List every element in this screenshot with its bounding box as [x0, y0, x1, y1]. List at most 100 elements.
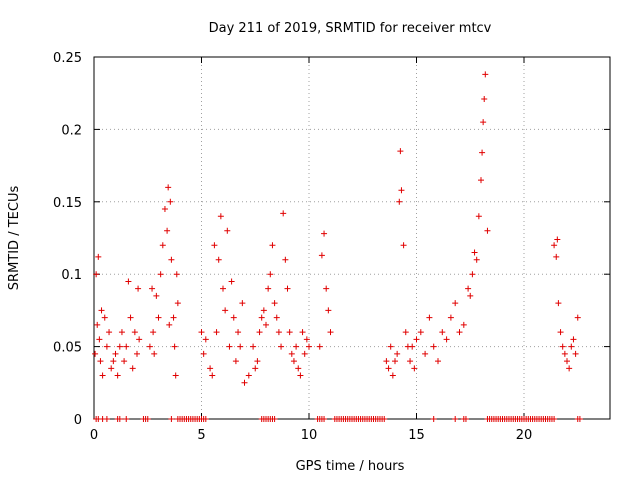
- data-point: [254, 358, 261, 365]
- x-axis: 0 5 10 15 20: [90, 57, 532, 443]
- data-point: [564, 358, 570, 365]
- data-point: [478, 177, 484, 184]
- zero-data-point: [430, 416, 437, 422]
- data-point: [173, 271, 180, 278]
- data-point: [439, 329, 446, 336]
- data-point: [301, 350, 308, 357]
- data-point: [572, 350, 579, 357]
- data-point: [172, 372, 179, 379]
- x-tick-label: 20: [516, 428, 533, 443]
- data-point: [400, 242, 407, 249]
- data-point: [108, 365, 115, 372]
- data-point: [167, 198, 174, 205]
- data-point: [396, 198, 403, 205]
- data-point: [217, 213, 224, 220]
- data-point: [118, 329, 125, 336]
- data-point: [250, 343, 257, 350]
- data-point: [96, 336, 103, 343]
- data-point: [385, 365, 392, 372]
- data-point: [479, 149, 486, 156]
- data-point: [280, 210, 287, 217]
- data-point: [159, 242, 166, 249]
- zero-data-point: [462, 416, 469, 422]
- data-point: [207, 365, 214, 372]
- data-point: [127, 314, 134, 321]
- data-point: [232, 358, 239, 365]
- data-point: [92, 350, 99, 357]
- data-point: [165, 184, 172, 191]
- data-point: [245, 372, 252, 379]
- data-point: [170, 314, 177, 321]
- data-point: [460, 321, 467, 328]
- data-point: [417, 329, 424, 336]
- data-point: [426, 314, 433, 321]
- data-point: [422, 350, 429, 357]
- data-point: [222, 307, 229, 314]
- zero-data-point: [452, 416, 459, 422]
- data-point: [168, 256, 175, 263]
- data-point: [265, 285, 272, 292]
- data-point: [397, 148, 404, 155]
- data-point: [134, 350, 140, 357]
- data-point: [237, 343, 244, 350]
- data-point: [447, 314, 454, 321]
- zero-data-point: [576, 416, 583, 422]
- x-axis-label: GPS time / hours: [296, 459, 405, 474]
- data-point: [116, 343, 123, 350]
- x-tick-label: 10: [301, 428, 318, 443]
- data-point: [164, 227, 171, 234]
- data-point: [566, 365, 573, 372]
- data-point: [316, 343, 323, 350]
- data-point: [230, 314, 237, 321]
- data-point: [135, 285, 142, 292]
- data-point: [252, 365, 259, 372]
- data-point: [123, 343, 130, 350]
- data-point: [555, 300, 562, 307]
- data-point: [551, 242, 558, 249]
- data-point: [112, 350, 119, 357]
- data-point: [383, 358, 390, 365]
- plot-frame: [93, 56, 611, 420]
- data-point: [153, 292, 160, 299]
- data-point: [110, 358, 117, 365]
- y-tick-label: 0.25: [53, 51, 82, 66]
- data-point: [155, 314, 162, 321]
- data-point: [286, 329, 293, 336]
- data-point: [561, 350, 568, 357]
- zero-data-point: [103, 416, 110, 422]
- data-point: [469, 271, 476, 278]
- data-point: [136, 336, 143, 343]
- data-point: [198, 329, 205, 336]
- data-point: [475, 213, 482, 220]
- data-point: [413, 336, 420, 343]
- data-point: [149, 285, 156, 292]
- data-point: [484, 227, 491, 234]
- data-point: [398, 187, 405, 194]
- data-point: [435, 358, 441, 365]
- data-point: [481, 95, 488, 102]
- data-point: [323, 285, 330, 292]
- data-point: [93, 271, 100, 278]
- y-tick-label: 0.05: [53, 341, 82, 356]
- data-point: [220, 285, 226, 292]
- data-point: [224, 227, 231, 234]
- data-point: [235, 329, 242, 336]
- data-point: [99, 372, 106, 379]
- data-point: [409, 343, 416, 350]
- data-point: [263, 321, 269, 328]
- data-point: [430, 343, 437, 350]
- data-point: [226, 343, 233, 350]
- zero-data-point: [168, 416, 175, 422]
- data-point: [299, 329, 306, 336]
- data-point: [473, 256, 480, 263]
- data-point: [215, 256, 222, 263]
- data-point: [321, 230, 328, 237]
- zero-data-point: [551, 416, 558, 422]
- data-point: [114, 372, 121, 379]
- data-point: [297, 372, 304, 379]
- data-point: [574, 314, 581, 321]
- data-point: [480, 119, 487, 126]
- data-point: [303, 336, 310, 343]
- data-point: [166, 321, 173, 328]
- data-point: [554, 236, 561, 243]
